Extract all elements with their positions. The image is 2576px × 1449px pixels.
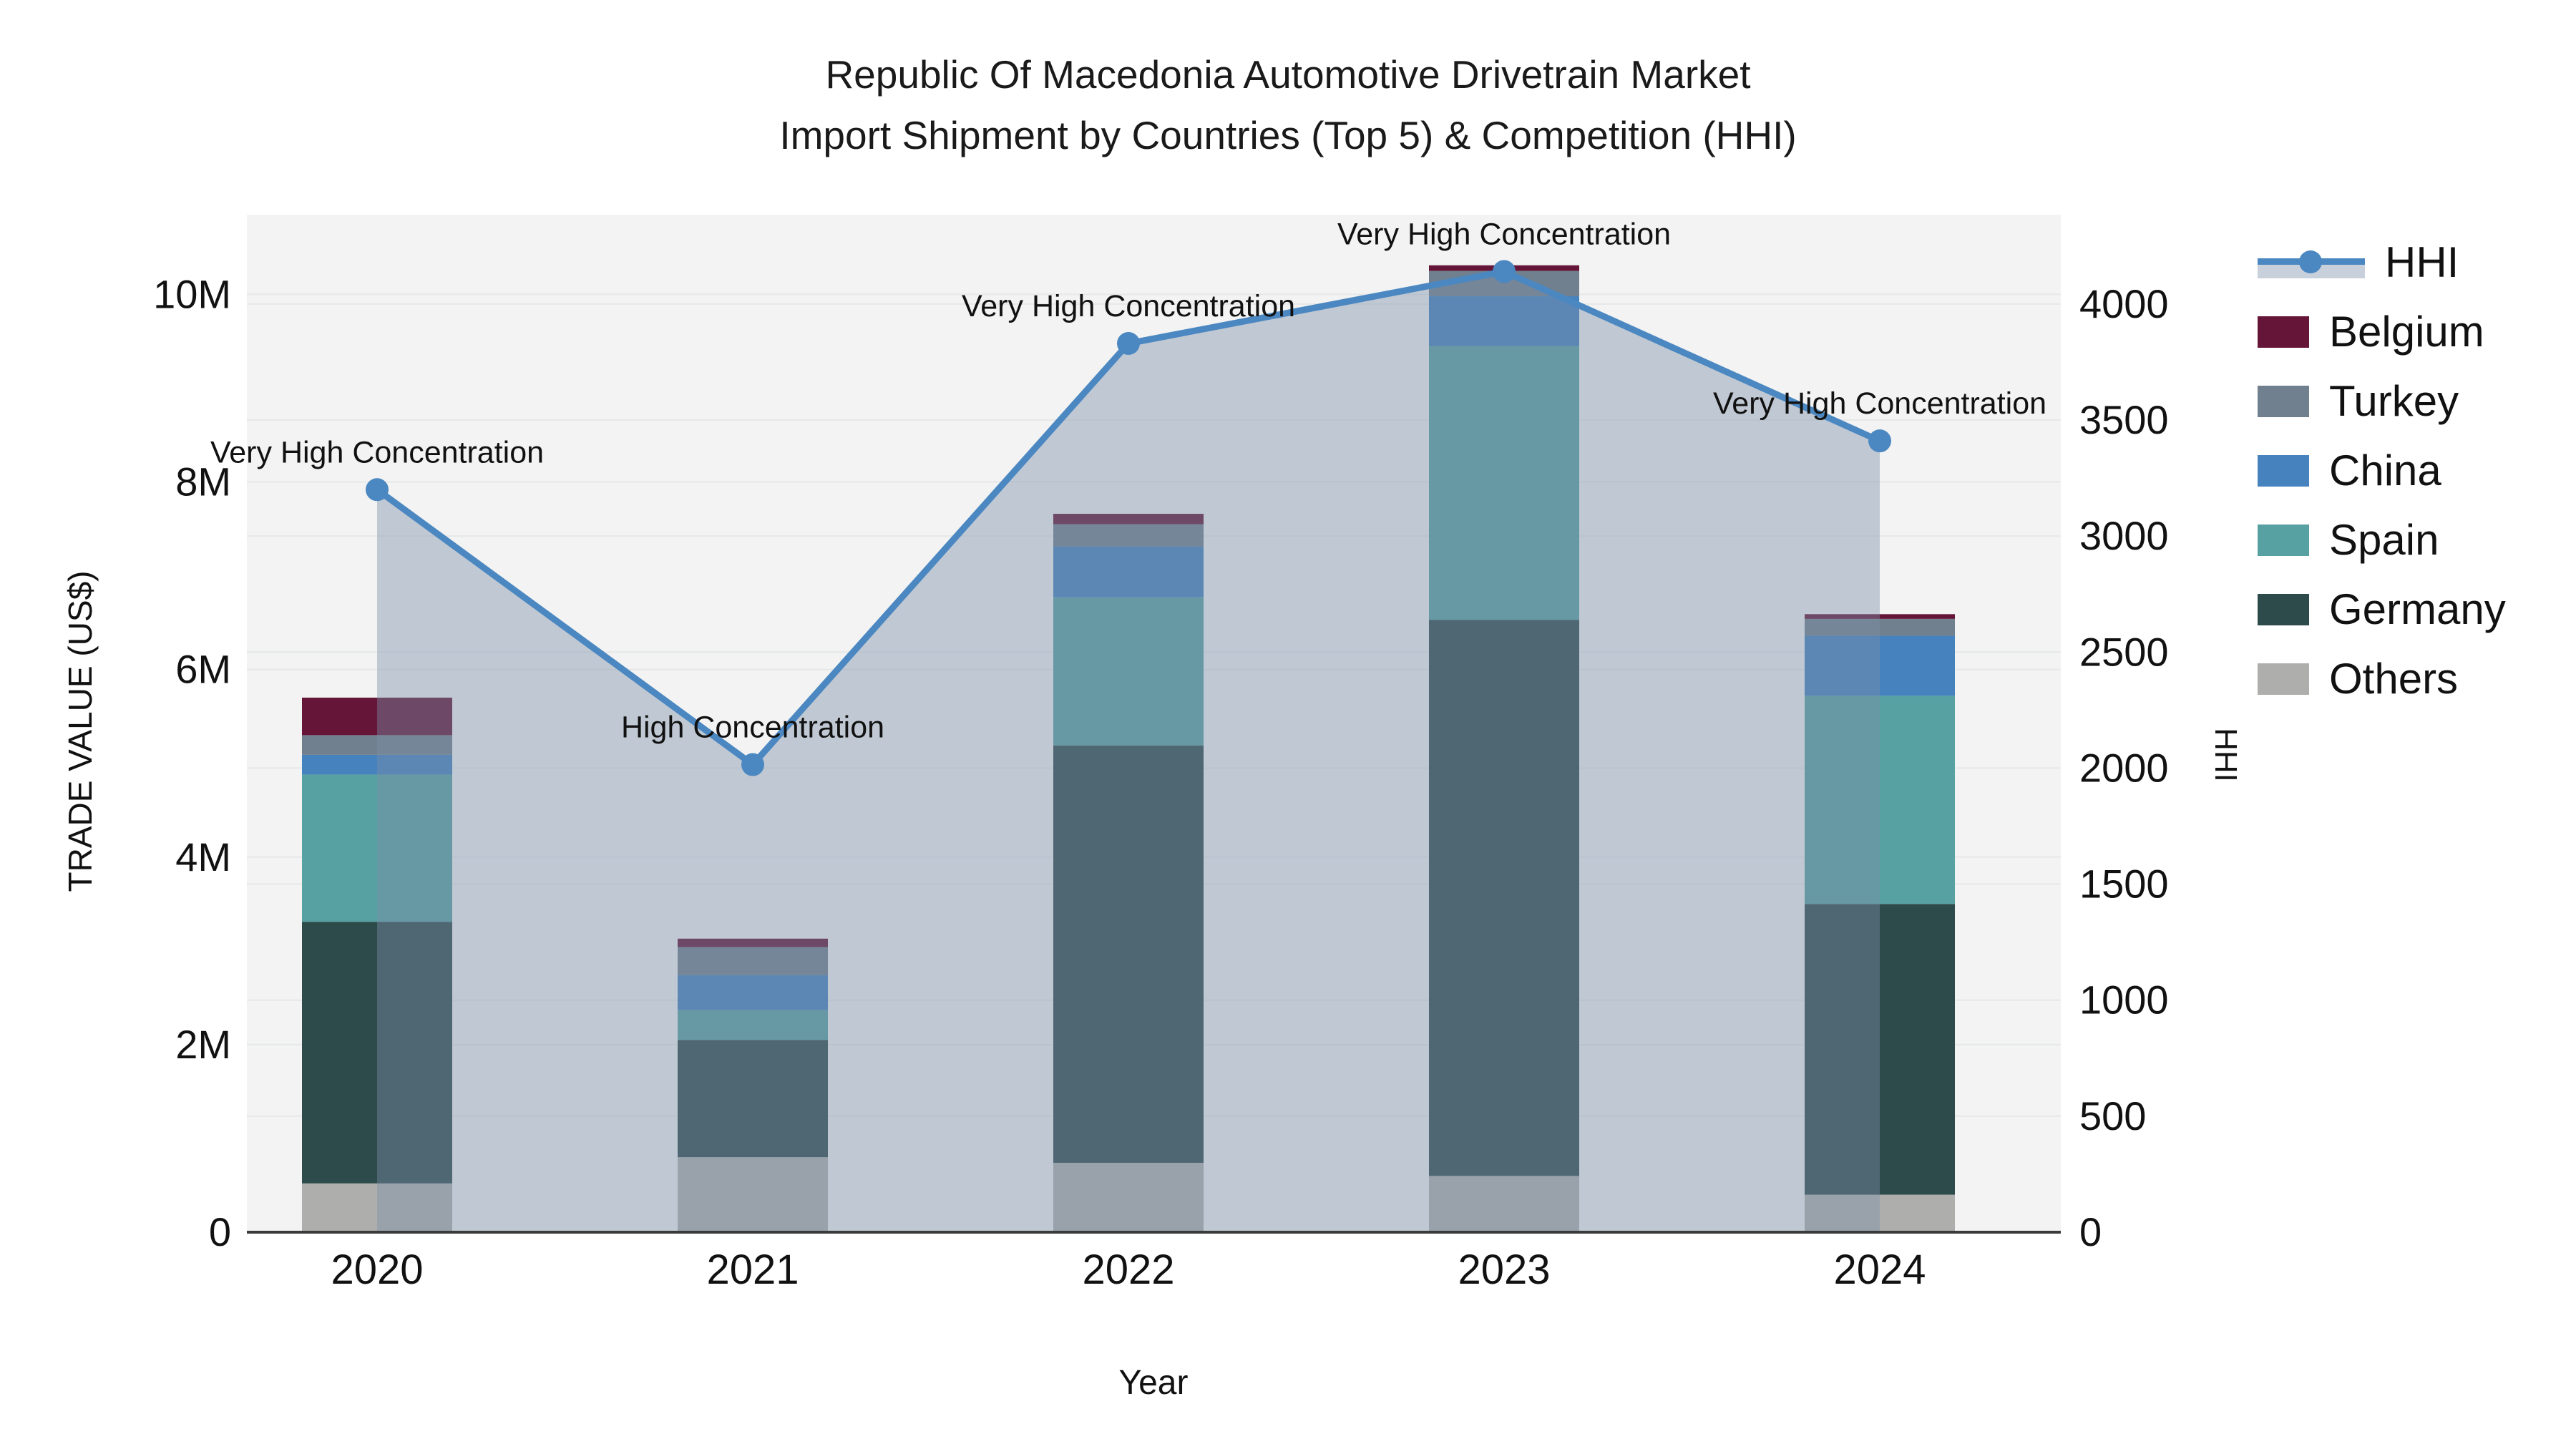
bar-2023-spain[interactable] bbox=[1429, 346, 1579, 620]
bar-2022-china[interactable] bbox=[1053, 546, 1204, 597]
legend-item-turkey[interactable]: Turkey bbox=[2258, 366, 2506, 436]
bar-2021-germany[interactable] bbox=[678, 1040, 828, 1158]
xtick-2023[interactable]: 2023 bbox=[1458, 1246, 1550, 1293]
bar-2023-others[interactable] bbox=[1429, 1176, 1579, 1232]
germany-swatch-icon bbox=[2258, 593, 2309, 625]
legend-label-spain: Spain bbox=[2329, 516, 2439, 564]
ytick-left-0: 0 bbox=[209, 1209, 231, 1254]
hhi-marker-2020[interactable] bbox=[366, 478, 389, 502]
xtick-2024[interactable]: 2024 bbox=[1833, 1246, 1926, 1293]
ytick-right-0: 0 bbox=[2079, 1209, 2102, 1254]
hhi-marker-2024[interactable] bbox=[1868, 429, 1891, 453]
legend: HHI Belgium Turkey China Spain Germany Others bbox=[2258, 228, 2506, 713]
bar-2022-others[interactable] bbox=[1053, 1163, 1204, 1232]
x-axis-label: Year bbox=[1118, 1364, 1189, 1402]
y-axis-label-right: HHI bbox=[2208, 728, 2243, 782]
annotation-2022: Very High Concentration bbox=[962, 289, 1295, 323]
ytick-right-2000: 2000 bbox=[2079, 745, 2169, 790]
bar-2024-germany[interactable] bbox=[1805, 904, 1955, 1195]
bar-2024-spain[interactable] bbox=[1805, 696, 1955, 904]
bar-2022-germany[interactable] bbox=[1053, 745, 1204, 1163]
xtick-2022[interactable]: 2022 bbox=[1082, 1246, 1174, 1293]
chart-title-line2: Import Shipment by Countries (Top 5) & C… bbox=[779, 113, 1797, 158]
legend-label-turkey: Turkey bbox=[2329, 377, 2459, 425]
chart-title: Republic Of Macedonia Automotive Drivetr… bbox=[0, 44, 2576, 167]
ytick-right-2500: 2500 bbox=[2079, 629, 2169, 674]
bar-2021-others[interactable] bbox=[678, 1157, 828, 1232]
china-swatch-icon bbox=[2258, 454, 2309, 487]
hhi-line-legend-icon bbox=[2258, 247, 2365, 278]
bar-2020-germany[interactable] bbox=[302, 922, 452, 1184]
turkey-swatch-icon bbox=[2258, 385, 2309, 417]
bar-2024-others[interactable] bbox=[1805, 1194, 1955, 1232]
ytick-right-1000: 1000 bbox=[2079, 977, 2169, 1023]
others-swatch-icon bbox=[2258, 663, 2309, 695]
ytick-right-3000: 3000 bbox=[2079, 513, 2169, 558]
hhi-marker-2021[interactable] bbox=[741, 753, 764, 776]
ytick-left-6M: 6M bbox=[175, 647, 231, 692]
bar-2020-spain[interactable] bbox=[302, 774, 452, 922]
bar-2022-belgium[interactable] bbox=[1053, 514, 1204, 525]
bar-2021-china[interactable] bbox=[678, 975, 828, 1010]
bar-2022-spain[interactable] bbox=[1053, 597, 1204, 746]
legend-label-others: Others bbox=[2329, 655, 2459, 703]
legend-label-hhi: HHI bbox=[2385, 238, 2459, 286]
chart-title-line1: Republic Of Macedonia Automotive Drivetr… bbox=[825, 52, 1751, 97]
ytick-left-8M: 8M bbox=[175, 459, 231, 504]
ytick-left-2M: 2M bbox=[175, 1022, 231, 1067]
legend-item-belgium[interactable]: Belgium bbox=[2258, 297, 2506, 366]
bar-2020-belgium[interactable] bbox=[302, 697, 452, 736]
ytick-right-3500: 3500 bbox=[2079, 397, 2169, 442]
hhi-area-fill bbox=[377, 271, 1880, 1232]
bar-2020-china[interactable] bbox=[302, 754, 452, 775]
bar-2024-china[interactable] bbox=[1805, 635, 1955, 696]
spain-swatch-icon bbox=[2258, 524, 2309, 556]
annotation-2021: High Concentration bbox=[621, 711, 884, 745]
bar-2021-spain[interactable] bbox=[678, 1010, 828, 1040]
annotation-2023: Very High Concentration bbox=[1337, 217, 1671, 251]
bar-2021-turkey[interactable] bbox=[678, 947, 828, 975]
legend-item-others[interactable]: Others bbox=[2258, 644, 2506, 713]
legend-item-hhi[interactable]: HHI bbox=[2258, 228, 2506, 297]
bar-2020-turkey[interactable] bbox=[302, 735, 452, 755]
ytick-right-500: 500 bbox=[2079, 1093, 2146, 1138]
ytick-right-1500: 1500 bbox=[2079, 862, 2169, 907]
bar-2023-germany[interactable] bbox=[1429, 620, 1579, 1176]
belgium-swatch-icon bbox=[2258, 316, 2309, 348]
bar-2024-turkey[interactable] bbox=[1805, 618, 1955, 636]
legend-label-belgium: Belgium bbox=[2329, 308, 2484, 356]
hhi-marker-2022[interactable] bbox=[1117, 331, 1140, 355]
bar-2022-turkey[interactable] bbox=[1053, 524, 1204, 547]
ytick-left-4M: 4M bbox=[175, 834, 231, 879]
hhi-marker-2023[interactable] bbox=[1493, 260, 1516, 283]
bar-2020-others[interactable] bbox=[302, 1183, 452, 1232]
legend-label-china: China bbox=[2329, 447, 2441, 494]
bar-2021-belgium[interactable] bbox=[678, 938, 828, 947]
legend-item-germany[interactable]: Germany bbox=[2258, 575, 2506, 644]
bar-2024-belgium[interactable] bbox=[1805, 614, 1955, 619]
ytick-left-10M: 10M bbox=[153, 271, 231, 316]
legend-label-germany: Germany bbox=[2329, 585, 2506, 633]
legend-item-china[interactable]: China bbox=[2258, 436, 2506, 505]
ytick-right-4000: 4000 bbox=[2079, 281, 2169, 326]
xtick-2020[interactable]: 2020 bbox=[331, 1246, 423, 1293]
y-axis-label-left: TRADE VALUE (US$) bbox=[62, 570, 99, 892]
xtick-2021[interactable]: 2021 bbox=[706, 1246, 799, 1293]
legend-item-spain[interactable]: Spain bbox=[2258, 505, 2506, 575]
annotation-2024: Very High Concentration bbox=[1713, 386, 2046, 421]
bar-2023-china[interactable] bbox=[1429, 296, 1579, 346]
annotation-2020: Very High Concentration bbox=[210, 435, 544, 469]
